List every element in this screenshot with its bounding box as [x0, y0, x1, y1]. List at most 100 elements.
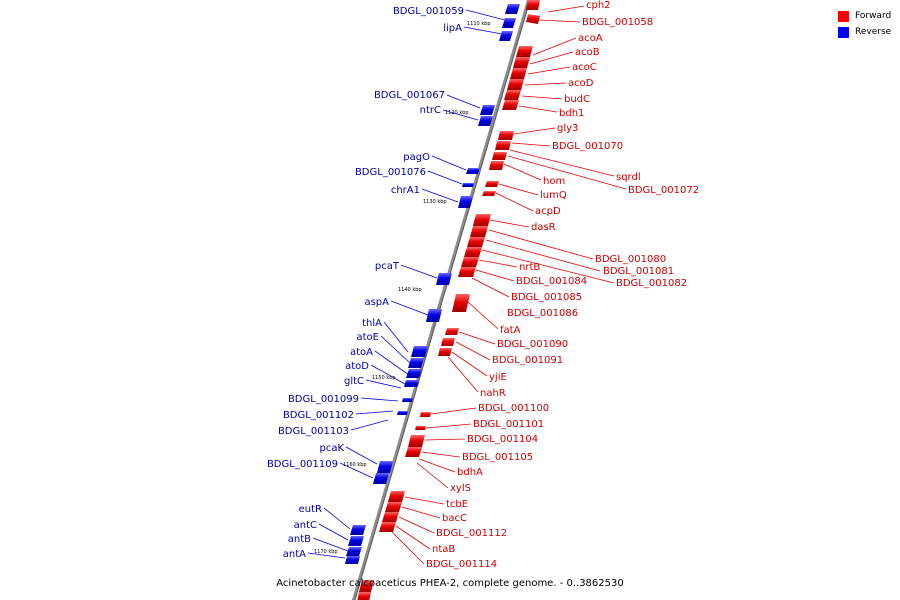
gene-block-reverse — [373, 473, 389, 484]
gene-block-reverse — [348, 536, 364, 546]
gene-block-forward — [526, 14, 540, 24]
gene-label-reverse[interactable]: BDGL_001103 — [278, 426, 349, 437]
legend-swatch-forward — [838, 10, 849, 22]
reverse-leader-lines — [307, 9, 506, 559]
gene-label-forward[interactable]: BDGL_001091 — [492, 355, 563, 366]
gene-label-forward[interactable]: gly3 — [557, 123, 578, 134]
gene-label-reverse[interactable]: BDGL_001102 — [283, 410, 354, 421]
gene-label-forward[interactable]: BDGL_001058 — [582, 17, 653, 28]
gene-block-reverse — [404, 380, 419, 387]
gene-block-reverse — [350, 525, 366, 535]
gene-label-forward[interactable]: BDGL_001086 — [507, 308, 578, 319]
gene-label-forward[interactable]: yjiE — [489, 372, 507, 383]
gene-label-reverse[interactable]: BDGL_001067 — [374, 90, 445, 101]
gene-block-forward — [498, 131, 514, 140]
gene-label-forward[interactable]: BDGL_001101 — [473, 419, 544, 430]
gene-block-forward — [473, 214, 491, 226]
gene-label-forward[interactable]: dasR — [531, 222, 556, 233]
gene-label-forward[interactable]: BDGL_001085 — [511, 292, 582, 303]
gene-label-reverse[interactable]: lipA — [443, 23, 462, 34]
forward-leader-lines — [391, 5, 627, 565]
gene-label-reverse[interactable]: atoD — [345, 361, 369, 372]
gene-label-reverse[interactable]: BDGL_001059 — [393, 6, 464, 17]
gene-label-forward[interactable]: lumQ — [540, 190, 567, 201]
gene-block-reverse — [397, 411, 408, 415]
gene-label-reverse[interactable]: antA — [283, 549, 306, 560]
gene-label-forward[interactable]: BDGL_001114 — [426, 559, 497, 570]
gene-label-forward[interactable]: bacC — [442, 513, 467, 524]
legend-item-reverse: Reverse — [838, 24, 891, 40]
gene-label-reverse[interactable]: BDGL_001109 — [267, 459, 338, 470]
gene-label-forward[interactable]: cph2 — [586, 0, 611, 11]
gene-label-reverse[interactable]: ntrC — [420, 105, 441, 116]
gene-label-forward[interactable]: sqrdl — [616, 172, 641, 183]
gene-block-forward — [357, 592, 371, 600]
forward-gene-blocks — [357, 0, 540, 600]
gene-label-forward[interactable]: BDGL_001082 — [616, 278, 687, 289]
gene-label-forward[interactable]: bdhA — [457, 467, 483, 478]
gene-label-forward[interactable]: nahR — [480, 388, 506, 399]
gene-label-forward[interactable]: bdh1 — [559, 108, 584, 119]
gene-label-forward[interactable]: hom — [543, 176, 565, 187]
gene-label-forward[interactable]: BDGL_001104 — [467, 434, 538, 445]
gene-label-reverse[interactable]: pagO — [403, 152, 430, 163]
gene-label-reverse[interactable]: BDGL_001076 — [355, 167, 426, 178]
gene-label-forward[interactable]: nrtB — [519, 262, 540, 273]
gene-label-reverse[interactable]: eutR — [299, 504, 322, 515]
gene-label-forward[interactable]: BDGL_001084 — [516, 276, 587, 287]
gene-label-forward[interactable]: acoD — [568, 78, 594, 89]
gene-block-reverse — [478, 116, 493, 126]
gene-block-forward — [526, 0, 540, 10]
genome-caption: Acinetobacter calcoaceticus PHEA-2, comp… — [276, 578, 624, 589]
gene-label-reverse[interactable]: thlA — [362, 318, 382, 329]
gene-block-forward — [495, 141, 511, 150]
gene-label-forward[interactable]: BDGL_001105 — [462, 452, 533, 463]
gene-label-reverse[interactable]: BDGL_001099 — [288, 394, 359, 405]
gene-label-reverse[interactable]: antC — [294, 520, 317, 531]
gene-block-forward — [379, 522, 396, 532]
gene-block-reverse — [502, 18, 516, 28]
gene-label-forward[interactable]: acpD — [535, 206, 561, 217]
gene-block-reverse — [411, 346, 428, 357]
gene-label-forward[interactable]: acoB — [575, 47, 600, 58]
gene-label-forward[interactable]: ntaB — [432, 544, 455, 555]
gene-block-forward — [385, 502, 402, 512]
gene-label-forward[interactable]: tcbE — [446, 499, 468, 510]
gene-block-forward — [485, 181, 499, 187]
gene-block-reverse — [346, 547, 362, 556]
gene-label-forward[interactable]: xylS — [450, 483, 471, 494]
gene-label-forward[interactable]: BDGL_001081 — [603, 266, 674, 277]
gene-label-forward[interactable]: acoA — [578, 33, 603, 44]
gene-label-forward[interactable]: BDGL_001090 — [497, 339, 568, 350]
gene-label-forward[interactable]: BDGL_001100 — [478, 403, 549, 414]
gene-block-forward — [441, 338, 455, 346]
gene-label-reverse[interactable]: aspA — [364, 297, 389, 308]
gene-label-forward[interactable]: fatA — [500, 325, 521, 336]
gene-block-forward — [502, 100, 519, 110]
gene-block-forward — [467, 237, 485, 247]
gene-block-reverse — [345, 556, 360, 564]
tick-label: 1170 kbp — [314, 549, 338, 555]
gene-block-forward — [464, 247, 482, 257]
gene-label-reverse[interactable]: pcaK — [319, 443, 344, 454]
gene-block-reverse — [377, 461, 393, 473]
gene-label-forward[interactable]: BDGL_001070 — [552, 141, 623, 152]
gene-label-forward[interactable]: acoC — [572, 62, 597, 73]
legend-swatch-reverse — [838, 26, 849, 38]
tick-label: 1130 kbp — [423, 199, 447, 205]
gene-block-forward — [408, 435, 425, 447]
gene-label-reverse[interactable]: chrA1 — [391, 185, 420, 196]
gene-label-forward[interactable]: BDGL_001112 — [436, 528, 507, 539]
gene-label-forward[interactable]: BDGL_001072 — [628, 185, 699, 196]
gene-label-reverse[interactable]: gltC — [344, 376, 364, 387]
gene-label-reverse[interactable]: atoA — [350, 347, 373, 358]
gene-block-forward — [452, 294, 470, 312]
gene-label-forward[interactable]: budC — [564, 94, 590, 105]
gene-label-reverse[interactable]: pcaT — [375, 261, 400, 272]
gene-label-forward[interactable]: BDGL_001080 — [595, 254, 666, 265]
gene-block-forward — [470, 226, 488, 237]
gene-label-reverse[interactable]: atoE — [357, 332, 380, 343]
gene-label-reverse[interactable]: antB — [288, 534, 311, 545]
gene-block-forward — [510, 68, 527, 79]
